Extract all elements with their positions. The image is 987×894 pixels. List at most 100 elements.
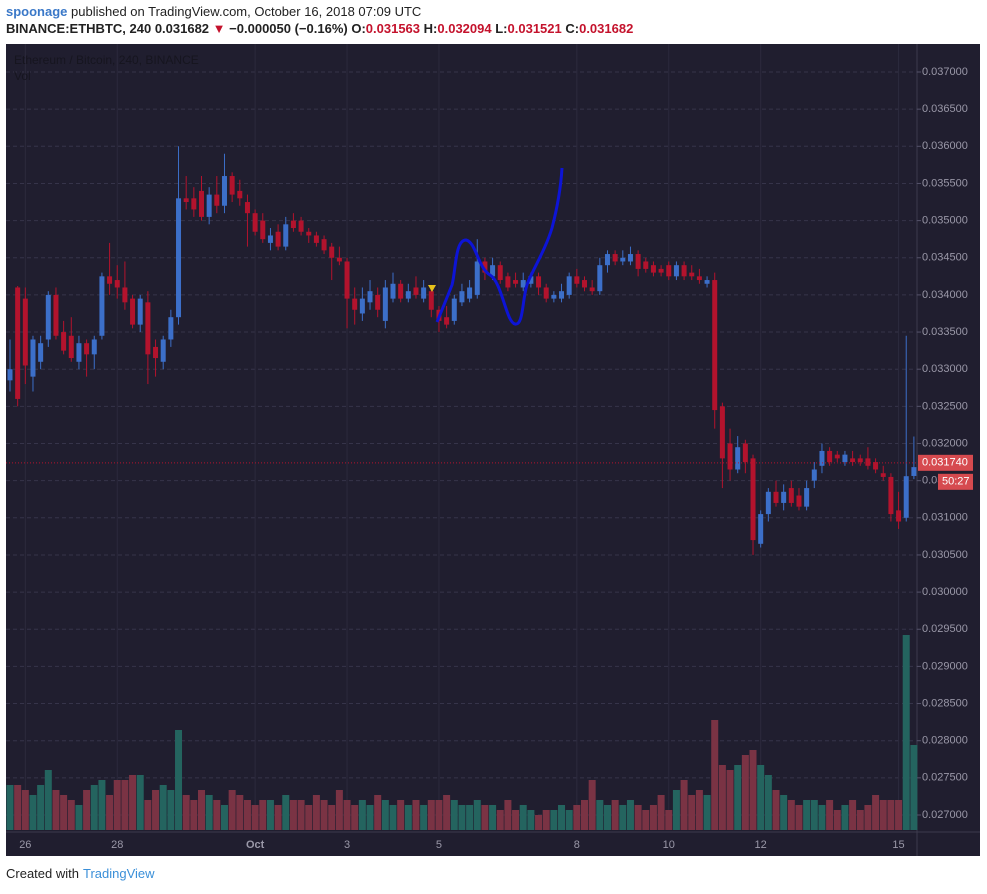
volume-bar xyxy=(6,785,14,830)
o-label: O: xyxy=(351,21,366,36)
candle-body xyxy=(153,346,159,359)
volume-bar xyxy=(228,790,236,830)
candle-body xyxy=(612,254,618,262)
volume-bar xyxy=(397,800,405,830)
y-tick-label: 0.027500 xyxy=(922,772,968,784)
volume-bar xyxy=(443,795,451,830)
volume-bar xyxy=(274,805,282,830)
volume-bar xyxy=(175,730,183,830)
volume-label: Vol xyxy=(14,69,31,83)
volume-bar xyxy=(305,805,313,830)
volume-bar xyxy=(496,810,504,830)
volume-bar xyxy=(113,780,121,830)
volume-bar xyxy=(152,790,160,830)
candle-body xyxy=(536,276,542,288)
candle-body xyxy=(467,287,473,299)
volume-bar xyxy=(527,810,535,830)
candle-body xyxy=(244,202,250,214)
volume-bar xyxy=(780,795,788,830)
candle-body xyxy=(765,491,771,515)
x-tick-label: 8 xyxy=(574,839,580,851)
x-tick-label: 10 xyxy=(663,839,675,851)
volume-bar xyxy=(504,800,512,830)
volume-bar xyxy=(803,800,811,830)
panel xyxy=(6,44,980,856)
volume-bar xyxy=(818,805,826,830)
candle-body xyxy=(107,276,113,284)
c-label: C: xyxy=(565,21,580,36)
candle-body xyxy=(390,283,396,299)
candle-body xyxy=(237,190,243,199)
volume-bar xyxy=(159,785,167,830)
volume-bar xyxy=(489,805,497,830)
volume-bar xyxy=(412,800,420,830)
y-tick-label: 0.032000 xyxy=(922,437,968,449)
candle-body xyxy=(604,254,610,266)
y-tick-label: 0.030000 xyxy=(922,586,968,598)
candle-body xyxy=(306,231,312,236)
candle-body xyxy=(482,261,488,273)
volume-bar xyxy=(312,795,320,830)
volume-bar xyxy=(619,805,627,830)
candle-body xyxy=(543,287,549,299)
candle-body xyxy=(658,268,664,273)
drawing xyxy=(435,167,564,326)
candle-body xyxy=(727,443,733,470)
volume-bar xyxy=(565,810,573,830)
volume-bar xyxy=(14,785,22,830)
x-tick-label: 3 xyxy=(344,839,350,851)
candle-body xyxy=(367,291,373,303)
candle-body xyxy=(176,198,182,318)
volume-bar xyxy=(481,805,489,830)
volume-bar xyxy=(856,810,864,830)
candle-body xyxy=(344,261,350,299)
candle-body xyxy=(819,450,825,466)
volume-bar xyxy=(37,785,45,830)
candle-body xyxy=(260,220,266,240)
candle-body xyxy=(321,239,327,251)
volume-bar xyxy=(297,800,305,830)
high: 0.032094 xyxy=(437,21,492,36)
volume-bar xyxy=(596,800,604,830)
volume-bar xyxy=(887,800,895,830)
volume-bar xyxy=(895,800,903,830)
candle-body xyxy=(229,176,235,195)
volume-bar xyxy=(902,635,910,830)
candle-body xyxy=(275,231,281,247)
countdown: 50:27 xyxy=(942,476,970,488)
volume-bar xyxy=(787,800,795,830)
volume-bar xyxy=(458,805,466,830)
candle-body xyxy=(712,280,718,411)
candle-body xyxy=(214,194,220,206)
volume-bar xyxy=(649,805,657,830)
candle-body xyxy=(45,294,51,340)
volume-bar xyxy=(389,805,397,830)
close: 0.031682 xyxy=(579,21,634,36)
candle-body xyxy=(38,343,44,362)
volume-bar xyxy=(29,795,37,830)
candle-body xyxy=(137,298,143,325)
volume-bar xyxy=(366,805,374,830)
candle-body xyxy=(91,339,97,355)
candle-body xyxy=(221,176,227,206)
volume-bar xyxy=(351,805,359,830)
volume-bar xyxy=(266,800,274,830)
y-tick-label: 0.029500 xyxy=(922,623,968,635)
last-price-box xyxy=(918,454,973,471)
candle-body xyxy=(903,476,909,518)
candle-body xyxy=(635,254,641,269)
candle-body xyxy=(574,276,580,284)
header: spoonage published on TradingView.com, O… xyxy=(6,3,633,37)
candle-body xyxy=(719,406,725,459)
candle-body xyxy=(191,198,197,210)
candle-body xyxy=(199,190,204,217)
volume-bar xyxy=(435,800,443,830)
volume-bar xyxy=(757,765,765,830)
x-tick-label: 12 xyxy=(755,839,767,851)
volume-bar xyxy=(634,805,642,830)
volume-bar xyxy=(289,800,297,830)
volume-bar xyxy=(320,800,328,830)
volume-bar xyxy=(764,775,772,830)
volume-bar xyxy=(205,795,213,830)
volume-bar xyxy=(136,775,144,830)
